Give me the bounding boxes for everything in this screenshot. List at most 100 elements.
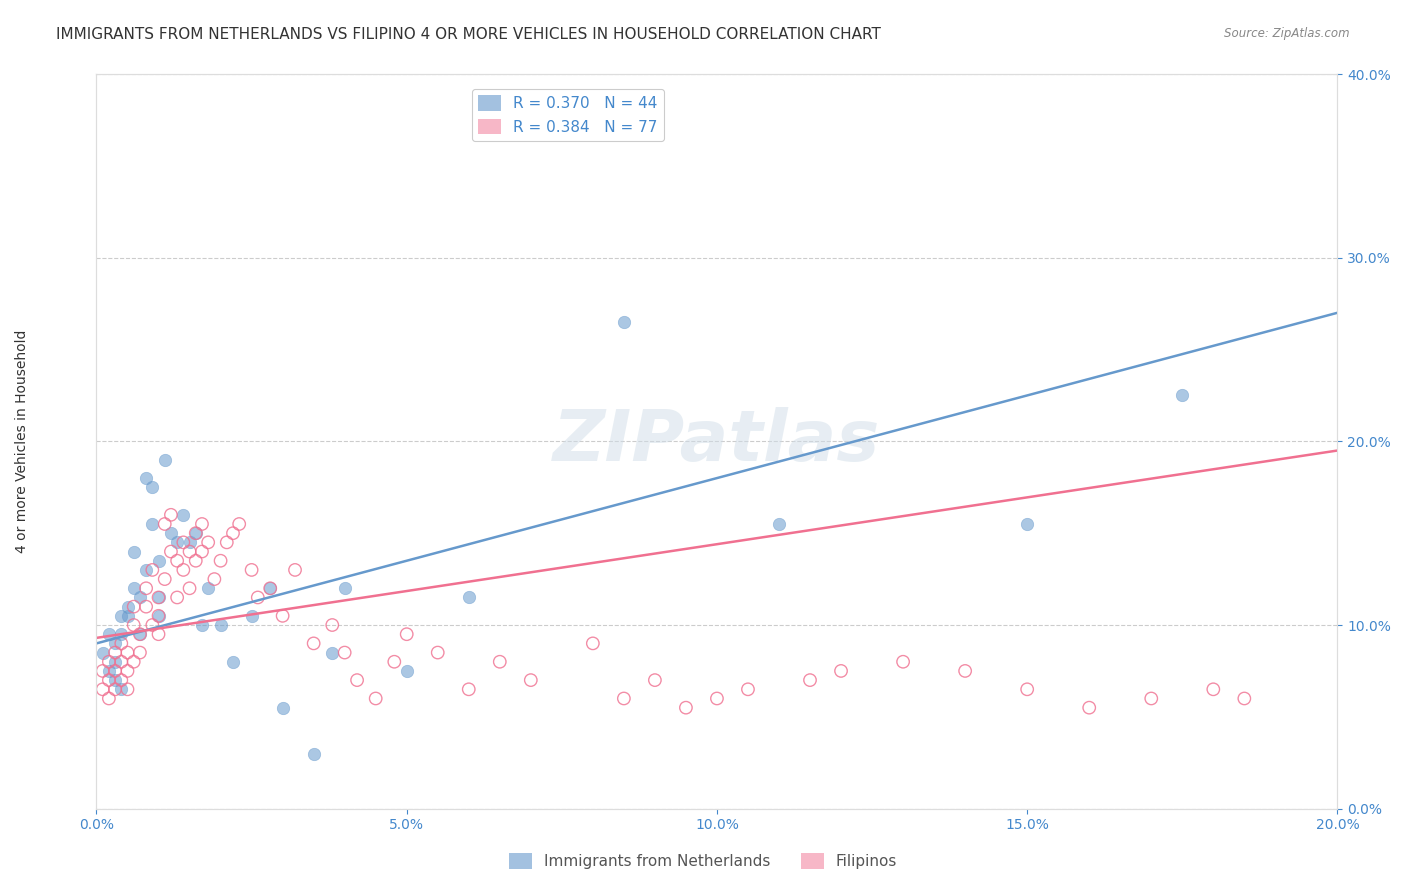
- Point: [215, 535, 238, 549]
- Point: [117, 646, 139, 660]
- Point: [179, 544, 201, 558]
- Point: [346, 673, 368, 687]
- Point: [1202, 682, 1225, 697]
- Point: [135, 563, 157, 577]
- Point: [184, 554, 207, 568]
- Point: [228, 516, 250, 531]
- Point: [364, 691, 387, 706]
- Point: [117, 664, 139, 678]
- Point: [104, 673, 127, 687]
- Point: [122, 544, 145, 558]
- Point: [141, 563, 163, 577]
- Point: [148, 627, 170, 641]
- Point: [166, 591, 188, 605]
- Point: [135, 599, 157, 614]
- Point: [395, 627, 418, 641]
- Point: [153, 516, 176, 531]
- Point: [240, 563, 263, 577]
- Point: [117, 646, 139, 660]
- Point: [104, 646, 127, 660]
- Point: [184, 526, 207, 541]
- Point: [122, 599, 145, 614]
- Point: [104, 664, 127, 678]
- Point: [141, 563, 163, 577]
- Point: [135, 582, 157, 596]
- Point: [271, 608, 294, 623]
- Point: [117, 599, 139, 614]
- Point: [613, 691, 636, 706]
- Point: [153, 572, 176, 586]
- Point: [184, 526, 207, 541]
- Point: [97, 673, 120, 687]
- Point: [135, 599, 157, 614]
- Point: [197, 535, 219, 549]
- Point: [191, 516, 214, 531]
- Point: [160, 526, 183, 541]
- Point: [172, 535, 194, 549]
- Point: [104, 664, 127, 678]
- Point: [1078, 700, 1101, 714]
- Point: [160, 544, 183, 558]
- Point: [91, 646, 114, 660]
- Point: [122, 618, 145, 632]
- Point: [197, 535, 219, 549]
- Point: [166, 554, 188, 568]
- Point: [457, 682, 479, 697]
- Point: [346, 673, 368, 687]
- Point: [1202, 682, 1225, 697]
- Point: [117, 608, 139, 623]
- Point: [953, 664, 976, 678]
- Point: [110, 636, 132, 650]
- Point: [488, 655, 510, 669]
- Point: [179, 544, 201, 558]
- Point: [737, 682, 759, 697]
- Point: [1171, 388, 1194, 402]
- Point: [160, 508, 183, 522]
- Point: [172, 563, 194, 577]
- Point: [122, 655, 145, 669]
- Point: [644, 673, 666, 687]
- Point: [644, 673, 666, 687]
- Point: [166, 554, 188, 568]
- Point: [91, 664, 114, 678]
- Point: [179, 582, 201, 596]
- Point: [160, 544, 183, 558]
- Point: [520, 673, 543, 687]
- Point: [110, 673, 132, 687]
- Point: [129, 591, 152, 605]
- Text: ZIPatlas: ZIPatlas: [553, 407, 880, 475]
- Point: [209, 618, 232, 632]
- Point: [582, 636, 605, 650]
- Point: [97, 655, 120, 669]
- Point: [259, 582, 281, 596]
- Point: [191, 618, 214, 632]
- Point: [122, 599, 145, 614]
- Point: [135, 582, 157, 596]
- Point: [104, 655, 127, 669]
- Point: [97, 673, 120, 687]
- Point: [110, 673, 132, 687]
- Point: [395, 664, 418, 678]
- Point: [179, 535, 201, 549]
- Point: [191, 516, 214, 531]
- Point: [172, 535, 194, 549]
- Point: [382, 655, 405, 669]
- Point: [197, 582, 219, 596]
- Point: [191, 544, 214, 558]
- Point: [184, 554, 207, 568]
- Point: [91, 664, 114, 678]
- Point: [302, 636, 325, 650]
- Point: [166, 591, 188, 605]
- Text: IMMIGRANTS FROM NETHERLANDS VS FILIPINO 4 OR MORE VEHICLES IN HOUSEHOLD CORRELAT: IMMIGRANTS FROM NETHERLANDS VS FILIPINO …: [56, 27, 882, 42]
- Point: [97, 691, 120, 706]
- Point: [166, 535, 188, 549]
- Point: [110, 655, 132, 669]
- Point: [153, 572, 176, 586]
- Point: [891, 655, 914, 669]
- Point: [246, 591, 269, 605]
- Point: [830, 664, 852, 678]
- Point: [148, 627, 170, 641]
- Point: [104, 636, 127, 650]
- Point: [1140, 691, 1163, 706]
- Point: [321, 646, 343, 660]
